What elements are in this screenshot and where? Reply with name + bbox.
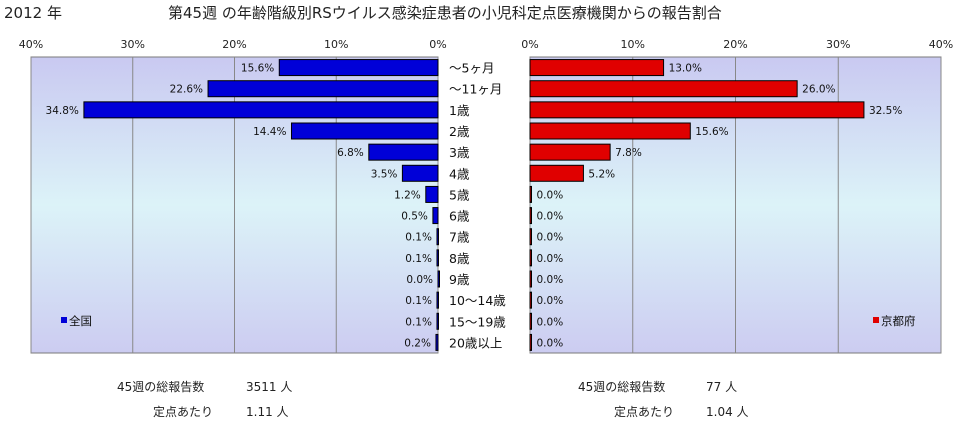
right-bar-value-label: 15.6% [695,126,728,138]
left-tick-label: 10% [324,38,348,51]
age-category-label: 5歳 [449,187,470,202]
right-bar-value-label: 7.8% [615,147,642,159]
left-chart-panel: 40% 30% 20% 10% 0% 15.6% 22.6% 34.8% 14.4% 6.8% 3.… [19,38,447,354]
left-bar [435,333,439,351]
left-bar [368,143,439,161]
right-bar [529,228,532,246]
right-bar [529,122,691,140]
left-bar [432,207,439,225]
right-bar [529,207,532,225]
age-category-label: 10～14歳 [449,293,506,308]
left-bar-value-label: 0.1% [405,295,432,307]
left-bar-value-label: 0.1% [405,316,432,328]
right-bar [529,143,611,161]
left-bar [207,80,439,98]
right-total-value: 77 人 [706,380,738,394]
left-total-value: 3511 人 [246,380,293,394]
right-bar-value-label: 0.0% [537,337,564,349]
left-bar [436,312,439,330]
age-category-label: 9歳 [449,272,470,287]
left-bar [436,249,439,267]
right-tick-label: 40% [929,38,953,51]
left-bar [401,164,439,182]
left-bar-value-label: 3.5% [371,168,398,180]
left-bar [278,59,439,77]
left-bar-value-label: 15.6% [241,63,274,75]
right-bar [529,291,532,309]
right-bar-value-label: 0.0% [537,295,564,307]
age-category-axis: ～5ヶ月 ～11ヶ月 1歳 2歳 3歳 4歳 5歳 6歳 7歳 8歳 9歳 10～14歳 15～19歳 2… [449,61,506,351]
age-category-label: 20歳以上 [449,335,502,350]
age-category-label: 15～19歳 [449,314,506,329]
page-title: 第45週 の年齢階級別RSウイルス感染症患者の小児科定点医療機関からの報告割合 [168,4,722,22]
age-category-label: 3歳 [449,145,470,160]
right-bar [529,185,532,203]
right-bar [529,333,532,351]
right-bar-value-label: 0.0% [537,189,564,201]
right-tick-label: 10% [621,38,645,51]
left-bar-value-label: 22.6% [170,84,203,96]
left-bar [437,270,440,288]
right-legend-label: 京都府 [881,314,916,328]
left-bar-value-label: 0.1% [405,253,432,265]
right-chart-panel: 0% 10% 20% 30% 40% 13.0% 26.0% 32.5% 15.6% 7.8%5.… [521,38,953,354]
right-bar-value-label: 0.0% [537,274,564,286]
left-bar [290,122,439,140]
age-category-label: ～5ヶ月 [449,61,494,76]
left-bar-value-label: 34.8% [46,105,79,117]
left-bar-value-label: 0.1% [405,232,432,244]
left-bar-value-label: 1.2% [394,189,421,201]
right-bar-value-label: 0.0% [537,253,564,265]
left-bar [436,291,439,309]
right-per-label: 定点あたり [614,405,675,419]
age-category-label: 8歳 [449,251,470,266]
left-legend-label: 全国 [69,314,92,328]
left-per-label: 定点あたり [153,405,214,419]
left-bar-value-label: 14.4% [253,126,286,138]
left-bar [83,101,439,119]
right-total-label: 45週の総報告数 [578,380,666,394]
right-legend-swatch [873,317,879,323]
right-bar [529,101,865,119]
right-bar [529,80,798,98]
left-tick-label: 30% [121,38,145,51]
right-bar-value-label: 5.2% [588,168,615,180]
left-bar-value-label: 0.5% [401,211,428,223]
right-bar [529,249,532,267]
left-tick-label: 20% [222,38,246,51]
right-bar [529,59,665,77]
left-legend-swatch [61,317,67,323]
left-bar-value-label: 0.0% [406,274,433,286]
age-category-label: ～11ヶ月 [449,82,502,97]
age-category-label: 2歳 [449,124,470,139]
right-bar-value-label: 13.0% [669,63,702,75]
right-per-value: 1.04 人 [706,405,749,419]
left-tick-label: 0% [429,38,446,51]
right-tick-label: 0% [521,38,538,51]
left-bar-value-label: 6.8% [337,147,364,159]
age-category-label: 4歳 [449,166,470,181]
right-bar-value-label: 32.5% [869,105,902,117]
right-bar-value-label: 0.0% [537,316,564,328]
right-bar-value-label: 0.0% [537,232,564,244]
left-total-label: 45週の総報告数 [117,380,205,394]
age-category-label: 6歳 [449,209,470,224]
left-bar [425,185,439,203]
right-bar-value-label: 0.0% [537,211,564,223]
left-bar-value-label: 0.2% [404,337,431,349]
right-bar [529,270,532,288]
left-tick-label: 40% [19,38,43,51]
right-tick-label: 20% [723,38,747,51]
age-category-label: 1歳 [449,103,470,118]
right-bar [529,164,584,182]
right-tick-label: 30% [826,38,850,51]
age-category-label: 7歳 [449,230,470,245]
year-label: 2012 年 [4,4,62,22]
right-bar [529,312,532,330]
right-bar-value-label: 26.0% [802,84,835,96]
left-per-value: 1.11 人 [246,405,289,419]
left-bar [436,228,439,246]
